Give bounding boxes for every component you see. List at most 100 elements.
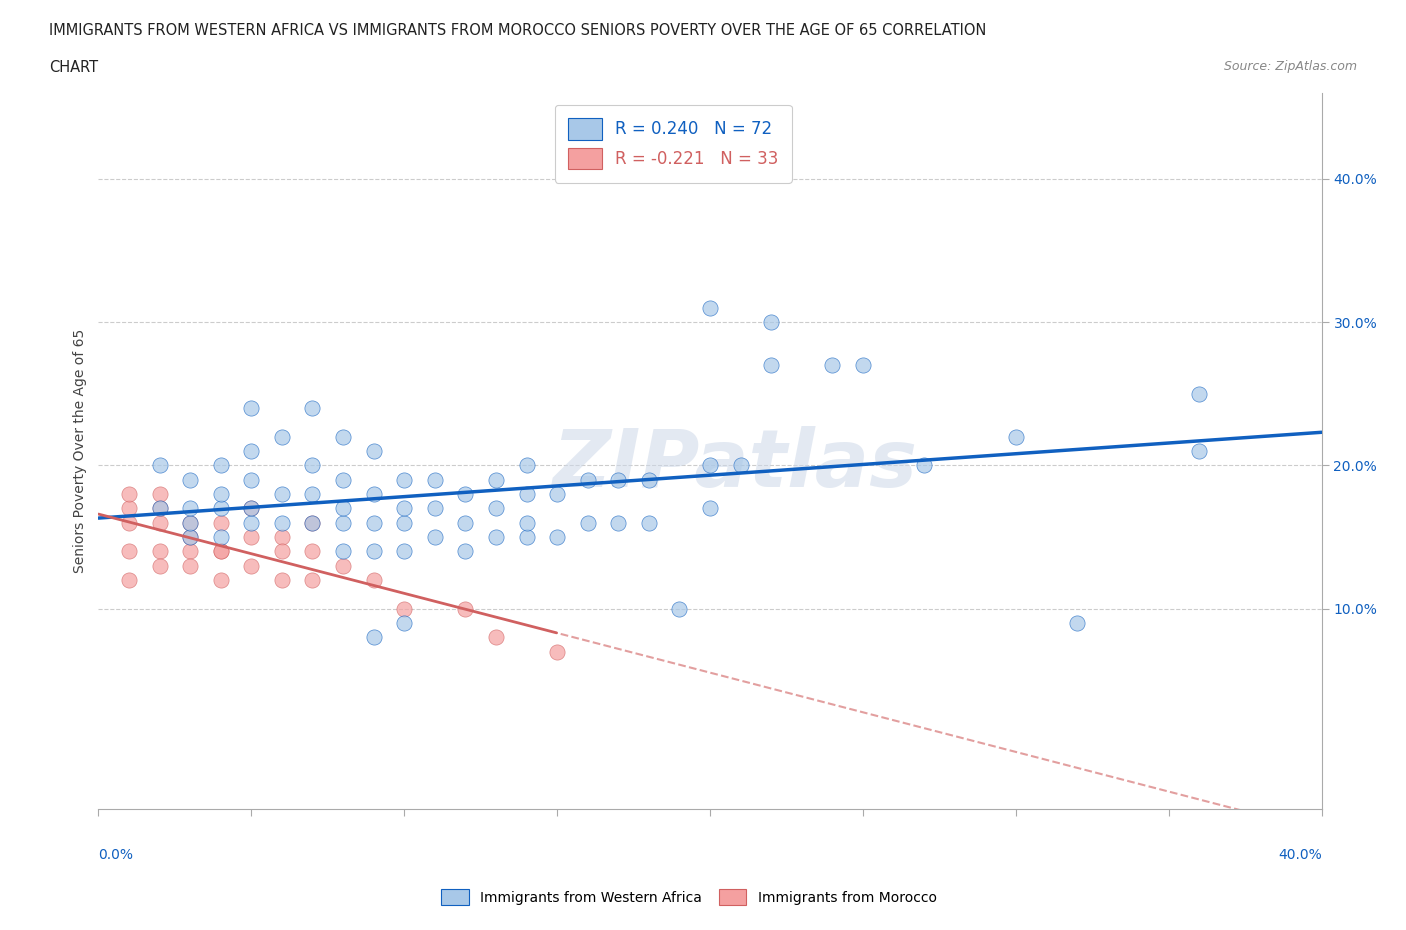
Point — [759, 358, 782, 373]
Point — [363, 515, 385, 530]
Point — [852, 358, 875, 373]
Point — [332, 430, 354, 445]
Point — [301, 515, 323, 530]
Point — [149, 458, 172, 472]
Point — [118, 573, 141, 588]
Point — [546, 486, 568, 501]
Point — [332, 501, 354, 516]
Point — [270, 573, 292, 588]
Point — [179, 515, 201, 530]
Point — [179, 544, 201, 559]
Point — [668, 601, 690, 616]
Point — [516, 458, 538, 472]
Point — [209, 515, 232, 530]
Point — [118, 486, 141, 501]
Point — [637, 515, 661, 530]
Point — [516, 515, 538, 530]
Point — [392, 472, 416, 487]
Point — [607, 472, 630, 487]
Point — [699, 501, 721, 516]
Point — [485, 472, 508, 487]
Point — [485, 630, 508, 644]
Point — [1004, 430, 1026, 445]
Point — [912, 458, 935, 472]
Point — [392, 544, 416, 559]
Point — [363, 444, 385, 458]
Point — [240, 401, 263, 416]
Legend: Immigrants from Western Africa, Immigrants from Morocco: Immigrants from Western Africa, Immigran… — [434, 882, 943, 912]
Point — [118, 501, 141, 516]
Point — [270, 486, 292, 501]
Text: IMMIGRANTS FROM WESTERN AFRICA VS IMMIGRANTS FROM MOROCCO SENIORS POVERTY OVER T: IMMIGRANTS FROM WESTERN AFRICA VS IMMIGR… — [49, 23, 987, 38]
Point — [179, 472, 201, 487]
Point — [240, 501, 263, 516]
Text: 0.0%: 0.0% — [98, 848, 134, 862]
Point — [392, 601, 416, 616]
Point — [392, 515, 416, 530]
Point — [301, 401, 323, 416]
Point — [423, 529, 446, 544]
Point — [240, 444, 263, 458]
Point — [179, 529, 201, 544]
Point — [240, 501, 263, 516]
Point — [363, 630, 385, 644]
Text: ZIPatlas: ZIPatlas — [553, 426, 917, 504]
Point — [1066, 616, 1088, 631]
Point — [301, 486, 323, 501]
Point — [270, 544, 292, 559]
Point — [423, 472, 446, 487]
Point — [546, 644, 568, 659]
Point — [1188, 386, 1211, 401]
Point — [607, 515, 630, 530]
Point — [699, 458, 721, 472]
Point — [821, 358, 844, 373]
Point — [149, 486, 172, 501]
Point — [179, 558, 201, 573]
Point — [576, 472, 599, 487]
Text: CHART: CHART — [49, 60, 98, 75]
Point — [454, 544, 477, 559]
Point — [454, 515, 477, 530]
Point — [423, 501, 446, 516]
Point — [576, 515, 599, 530]
Point — [363, 544, 385, 559]
Point — [759, 314, 782, 329]
Point — [301, 544, 323, 559]
Point — [301, 573, 323, 588]
Point — [332, 472, 354, 487]
Point — [240, 558, 263, 573]
Point — [363, 486, 385, 501]
Point — [240, 472, 263, 487]
Point — [118, 515, 141, 530]
Point — [209, 501, 232, 516]
Point — [637, 472, 661, 487]
Point — [454, 601, 477, 616]
Point — [240, 529, 263, 544]
Point — [332, 558, 354, 573]
Legend: R = 0.240   N = 72, R = -0.221   N = 33: R = 0.240 N = 72, R = -0.221 N = 33 — [555, 105, 792, 183]
Point — [301, 458, 323, 472]
Point — [209, 544, 232, 559]
Point — [179, 515, 201, 530]
Point — [301, 515, 323, 530]
Point — [516, 486, 538, 501]
Point — [149, 501, 172, 516]
Point — [240, 515, 263, 530]
Point — [454, 486, 477, 501]
Point — [179, 501, 201, 516]
Point — [149, 558, 172, 573]
Point — [209, 573, 232, 588]
Point — [149, 544, 172, 559]
Point — [392, 616, 416, 631]
Point — [332, 544, 354, 559]
Point — [270, 430, 292, 445]
Point — [118, 544, 141, 559]
Y-axis label: Seniors Poverty Over the Age of 65: Seniors Poverty Over the Age of 65 — [73, 329, 87, 573]
Point — [209, 458, 232, 472]
Point — [392, 501, 416, 516]
Point — [149, 515, 172, 530]
Point — [209, 486, 232, 501]
Point — [179, 529, 201, 544]
Point — [516, 529, 538, 544]
Point — [149, 501, 172, 516]
